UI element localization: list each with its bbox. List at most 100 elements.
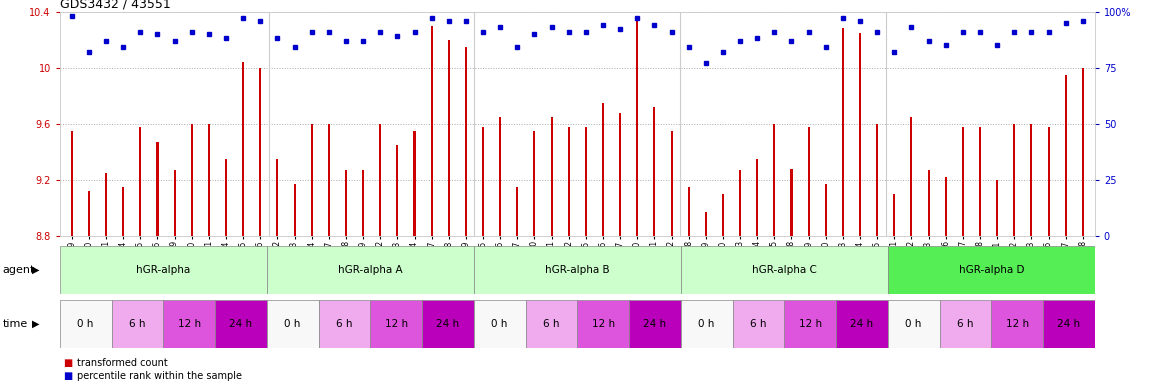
Bar xyxy=(293,184,296,236)
Bar xyxy=(310,124,313,236)
Bar xyxy=(328,124,330,236)
Bar xyxy=(681,246,888,294)
Bar xyxy=(705,212,707,236)
Bar xyxy=(757,159,758,236)
Bar xyxy=(629,300,681,348)
Bar xyxy=(722,194,724,236)
Bar xyxy=(1065,75,1067,236)
Text: 0 h: 0 h xyxy=(77,318,94,329)
Bar xyxy=(112,300,163,348)
Text: ▶: ▶ xyxy=(32,318,40,329)
Bar xyxy=(60,246,267,294)
Bar xyxy=(474,246,681,294)
Bar xyxy=(414,131,415,236)
Text: 6 h: 6 h xyxy=(336,318,353,329)
Bar xyxy=(319,300,370,348)
Bar xyxy=(1030,124,1033,236)
Bar xyxy=(619,113,621,236)
Bar xyxy=(208,124,210,236)
Bar xyxy=(940,300,991,348)
Bar xyxy=(784,300,836,348)
Text: 12 h: 12 h xyxy=(1005,318,1029,329)
Bar xyxy=(585,127,586,236)
Bar xyxy=(267,300,319,348)
Bar xyxy=(534,131,536,236)
Text: GDS3432 / 43551: GDS3432 / 43551 xyxy=(60,0,170,10)
Bar xyxy=(215,300,267,348)
Text: 24 h: 24 h xyxy=(1057,318,1081,329)
Text: 0 h: 0 h xyxy=(698,318,715,329)
Bar xyxy=(876,124,879,236)
Bar xyxy=(105,173,107,236)
Bar xyxy=(601,103,604,236)
Bar xyxy=(345,170,347,236)
Bar xyxy=(156,142,159,236)
Text: time: time xyxy=(2,318,28,329)
Bar xyxy=(163,300,215,348)
Bar xyxy=(516,187,519,236)
Bar xyxy=(979,127,981,236)
Bar xyxy=(859,33,861,236)
Bar xyxy=(1082,68,1083,236)
Text: hGR-alpha: hGR-alpha xyxy=(136,265,191,275)
Bar xyxy=(653,107,655,236)
Text: 12 h: 12 h xyxy=(384,318,408,329)
Bar xyxy=(894,194,896,236)
Text: 0 h: 0 h xyxy=(491,318,508,329)
Bar xyxy=(60,300,112,348)
Bar xyxy=(267,246,474,294)
Text: 0 h: 0 h xyxy=(905,318,922,329)
Bar xyxy=(225,159,227,236)
Bar xyxy=(836,300,888,348)
Text: ■: ■ xyxy=(63,358,72,368)
Bar xyxy=(465,46,467,236)
Bar xyxy=(568,127,569,236)
Bar xyxy=(670,131,673,236)
Text: 6 h: 6 h xyxy=(750,318,767,329)
Text: 6 h: 6 h xyxy=(543,318,560,329)
Text: ■: ■ xyxy=(63,371,72,381)
Text: 6 h: 6 h xyxy=(957,318,974,329)
Bar xyxy=(888,300,940,348)
Text: hGR-alpha A: hGR-alpha A xyxy=(338,265,402,275)
Bar xyxy=(71,131,72,236)
Bar xyxy=(911,117,912,236)
Bar xyxy=(739,170,741,236)
Text: percentile rank within the sample: percentile rank within the sample xyxy=(77,371,242,381)
Bar xyxy=(370,300,422,348)
Bar xyxy=(790,169,792,236)
Bar xyxy=(928,170,929,236)
Bar xyxy=(259,68,261,236)
Text: ▶: ▶ xyxy=(32,265,40,275)
Bar xyxy=(174,170,176,236)
Text: hGR-alpha C: hGR-alpha C xyxy=(752,265,816,275)
Bar xyxy=(577,300,629,348)
Text: 24 h: 24 h xyxy=(229,318,253,329)
Bar xyxy=(733,300,784,348)
Bar xyxy=(526,300,577,348)
Bar xyxy=(397,145,398,236)
Bar xyxy=(191,124,193,236)
Bar xyxy=(243,62,244,236)
Text: hGR-alpha D: hGR-alpha D xyxy=(959,265,1024,275)
Bar xyxy=(944,177,946,236)
Bar xyxy=(1013,124,1015,236)
Bar xyxy=(122,187,124,236)
Bar xyxy=(474,300,526,348)
Bar xyxy=(362,170,365,236)
Text: 24 h: 24 h xyxy=(850,318,874,329)
Text: 0 h: 0 h xyxy=(284,318,301,329)
Bar xyxy=(551,117,553,236)
Bar xyxy=(276,159,278,236)
Bar xyxy=(87,191,90,236)
Bar xyxy=(447,40,450,236)
Text: 24 h: 24 h xyxy=(436,318,460,329)
Bar xyxy=(681,300,733,348)
Bar xyxy=(773,124,775,236)
Bar xyxy=(482,127,484,236)
Bar xyxy=(636,18,638,236)
Bar xyxy=(888,246,1095,294)
Bar xyxy=(1043,300,1095,348)
Bar xyxy=(380,124,382,236)
Bar xyxy=(430,26,432,236)
